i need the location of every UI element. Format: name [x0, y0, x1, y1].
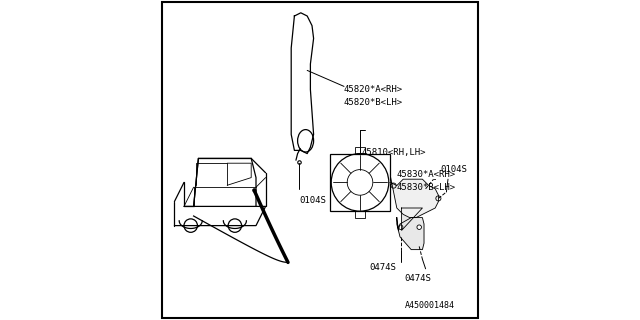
Text: 45830*A<RH>: 45830*A<RH>: [397, 170, 456, 179]
Bar: [355, 211, 365, 218]
Polygon shape: [397, 218, 424, 250]
Circle shape: [398, 225, 403, 229]
Polygon shape: [390, 176, 438, 218]
Text: A450001484: A450001484: [404, 301, 454, 310]
Text: 0104S: 0104S: [440, 165, 467, 174]
Text: 0104S: 0104S: [300, 196, 326, 204]
Text: 0474S: 0474S: [370, 263, 396, 272]
Text: 0474S: 0474S: [405, 274, 431, 283]
Circle shape: [417, 225, 422, 229]
Polygon shape: [402, 208, 422, 230]
Text: 45820*A<RH>: 45820*A<RH>: [344, 85, 403, 94]
Bar: [355, 147, 365, 154]
Text: 45820*B<LH>: 45820*B<LH>: [344, 98, 403, 107]
Text: 45830*B<LH>: 45830*B<LH>: [397, 183, 456, 192]
Text: 45810<RH,LH>: 45810<RH,LH>: [362, 148, 426, 156]
